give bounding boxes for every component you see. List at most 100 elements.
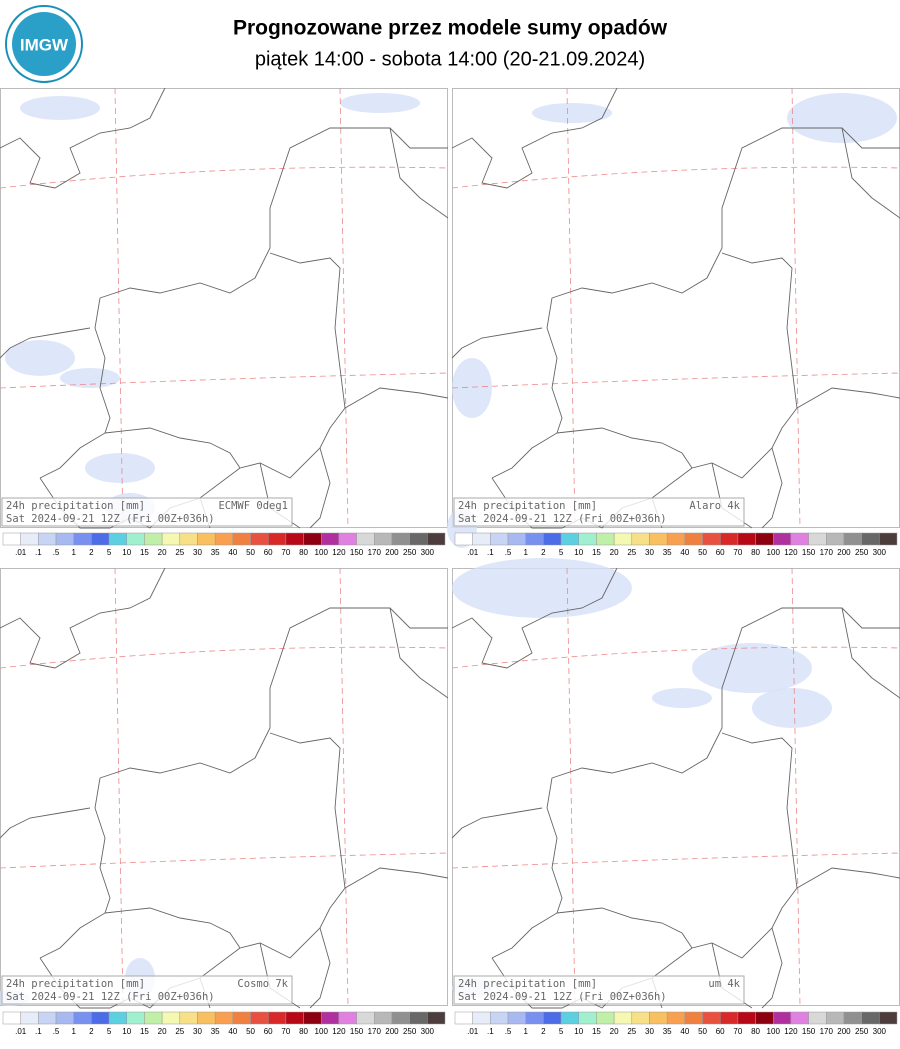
- caption-valid: Sat 2024-09-21 12Z (Fri 00Z+036h): [6, 991, 215, 1003]
- border: [389, 607, 449, 699]
- colorbar-label: .5: [53, 1027, 60, 1036]
- colorbar-label: 35: [663, 1027, 672, 1036]
- colorbar-label: 250: [403, 548, 417, 557]
- colorbar-swatch: [790, 1011, 809, 1025]
- colorbar-swatch: [356, 1011, 375, 1025]
- caption-label: 24h precipitation [mm]: [6, 978, 145, 990]
- border: [761, 447, 783, 529]
- colorbar-label: 1: [71, 1027, 76, 1036]
- colorbar-swatch: [543, 1011, 562, 1025]
- colorbar-swatch: [391, 1011, 410, 1025]
- colorbar-swatch: [525, 532, 544, 546]
- colorbar-swatch: [2, 532, 21, 546]
- colorbar-swatch: [73, 1011, 92, 1025]
- colorbar-label: 250: [403, 1027, 417, 1036]
- colorbar-label: 70: [281, 548, 290, 557]
- precip-area: [692, 643, 812, 693]
- border: [451, 87, 618, 189]
- latitude-line: [0, 646, 449, 669]
- colorbar-label: 150: [802, 548, 816, 557]
- border: [491, 777, 563, 959]
- border: [451, 327, 543, 359]
- colorbar-swatch: [879, 532, 898, 546]
- colorbar-label: 300: [873, 548, 887, 557]
- border: [721, 732, 900, 889]
- colorbar-label: 15: [140, 1027, 149, 1036]
- precip-area: [85, 453, 155, 483]
- precip-area: [452, 358, 492, 418]
- colorbar-swatch: [91, 1011, 110, 1025]
- colorbar-swatch: [338, 1011, 357, 1025]
- colorbar-swatch: [285, 1011, 304, 1025]
- colorbar-swatch: [737, 532, 756, 546]
- colorbar-swatch: [232, 1011, 251, 1025]
- latitude-line: [0, 372, 449, 389]
- colorbar-swatch: [391, 532, 410, 546]
- border: [451, 807, 543, 839]
- colorbar-label: 40: [680, 1027, 689, 1036]
- caption-label: 24h precipitation [mm]: [458, 978, 597, 990]
- panels: 24h precipitation [mm] ECMWF 0deg1 Sat 202…: [0, 87, 900, 1036]
- caption-model: ECMWF 0deg1: [218, 500, 288, 512]
- colorbar-label: 50: [246, 548, 255, 557]
- colorbar-swatch: [267, 532, 287, 546]
- colorbar-swatch: [2, 1011, 21, 1025]
- colorbar-label: 10: [574, 1027, 583, 1036]
- colorbar-label: 15: [140, 548, 149, 557]
- colorbar-label: 5: [559, 548, 564, 557]
- colorbar-swatch: [409, 1011, 428, 1025]
- colorbar-swatch: [303, 532, 322, 546]
- colorbar-label: 300: [873, 1027, 887, 1036]
- colorbar-swatch: [578, 1011, 597, 1025]
- colorbar-swatch: [649, 532, 668, 546]
- caption-box: [1, 975, 293, 1005]
- border: [269, 732, 449, 889]
- colorbar-label: 30: [645, 548, 654, 557]
- caption-label: 24h precipitation [mm]: [6, 500, 145, 512]
- longitude-line: [114, 567, 124, 1007]
- longitude-line: [114, 87, 124, 529]
- map-panel: 24h precipitation [mm] Cosmo 7k Sat 2024-0…: [0, 567, 449, 1009]
- colorbar-label: 120: [784, 548, 798, 557]
- colorbar-label: 10: [122, 1027, 131, 1036]
- latitude-line: [451, 166, 900, 189]
- colorbar-label: 100: [315, 1027, 329, 1036]
- longitude-line: [791, 87, 801, 529]
- colorbar-swatch: [861, 1011, 880, 1025]
- colorbar-swatch: [631, 1011, 650, 1025]
- border: [269, 252, 449, 409]
- colorbar-label: 20: [610, 1027, 619, 1036]
- colorbar: .01.1.5 1 2 5 10 15 20 25 30 35 40 50 60 70 80 100 120 15…: [2, 1011, 446, 1036]
- colorbar-swatch: [755, 532, 774, 546]
- colorbar-swatch: [666, 532, 686, 546]
- colorbar-label: 300: [421, 1027, 435, 1036]
- colorbar-swatch: [356, 532, 375, 546]
- border: [761, 927, 783, 1009]
- colorbar-swatch: [267, 1011, 287, 1025]
- border: [39, 297, 111, 479]
- precip-area: [20, 96, 100, 120]
- precip-area: [532, 103, 612, 123]
- caption-box: [453, 497, 745, 527]
- colorbar-label: 35: [663, 548, 672, 557]
- colorbar-label: 40: [228, 1027, 237, 1036]
- colorbar-label: 60: [264, 1027, 273, 1036]
- colorbar-label: 150: [802, 1027, 816, 1036]
- colorbar-label: 70: [733, 1027, 742, 1036]
- colorbar-swatch: [737, 1011, 756, 1025]
- colorbar-label: 2: [541, 548, 546, 557]
- colorbar-label: .5: [505, 1027, 512, 1036]
- colorbar-label: 150: [350, 1027, 364, 1036]
- colorbar-label: 30: [193, 1027, 202, 1036]
- precip-area: [652, 688, 712, 708]
- map-frame: [452, 88, 900, 528]
- colorbar-swatch: [843, 532, 862, 546]
- colorbar-swatch: [684, 532, 703, 546]
- colorbar-swatch: [719, 532, 739, 546]
- colorbar-swatch: [144, 1011, 163, 1025]
- colorbar-label: 30: [645, 1027, 654, 1036]
- colorbar-label: .01: [467, 548, 479, 557]
- colorbar-swatch: [454, 1011, 473, 1025]
- border: [39, 777, 111, 959]
